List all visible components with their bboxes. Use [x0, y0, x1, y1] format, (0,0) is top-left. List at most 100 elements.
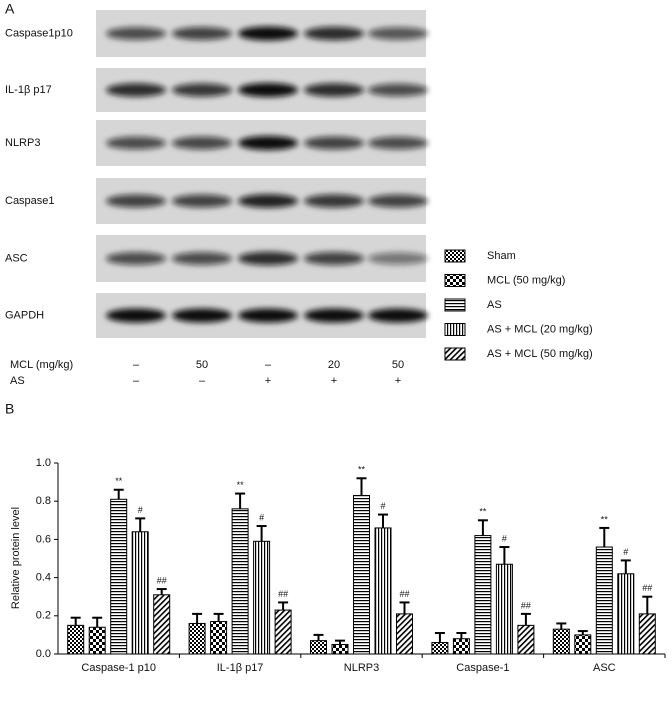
- error-bar: [642, 595, 653, 614]
- error-bar: [499, 546, 510, 565]
- treatment-value: 20: [328, 359, 340, 371]
- bar: [110, 498, 128, 655]
- blot-band: [172, 136, 232, 150]
- significance-label: #: [259, 512, 264, 522]
- error-bar: [434, 631, 445, 643]
- blot-band: [238, 194, 298, 208]
- blot-band: [368, 252, 428, 265]
- blot-band: [238, 83, 298, 97]
- blot-band: [238, 251, 298, 266]
- bar: [452, 638, 470, 655]
- blot-row-label: IL-1β p17: [5, 84, 52, 96]
- blot-band: [106, 308, 166, 323]
- error-bar: [335, 639, 345, 645]
- legend-label: AS + MCL (50 mg/kg): [487, 348, 593, 360]
- blot-bands: [106, 194, 428, 208]
- error-bar: [235, 492, 246, 509]
- error-bar: [92, 616, 103, 628]
- panel-label: B: [5, 401, 14, 417]
- legend-swatch: [444, 249, 466, 263]
- blot-band: [304, 252, 364, 265]
- blot-row-label: ASC: [5, 252, 28, 264]
- blot-bands: [106, 251, 428, 266]
- blot-band: [172, 27, 232, 40]
- blot-band: [172, 308, 232, 323]
- error-bar: [192, 612, 203, 624]
- blot-band: [172, 194, 232, 208]
- legend-label: MCL (50 mg/kg): [487, 274, 565, 286]
- blot-row-label: GAPDH: [5, 309, 44, 321]
- blot-row-label: Caspase1p10: [5, 27, 73, 39]
- bar: [396, 613, 413, 655]
- treatment-value: +: [331, 375, 337, 387]
- bar: [495, 563, 513, 655]
- x-tick-label: NLRP3: [344, 662, 379, 674]
- bar: [210, 621, 228, 655]
- legend-swatch: [444, 347, 466, 361]
- bar: [253, 540, 271, 655]
- error-bar: [70, 616, 81, 626]
- x-tick-label: ASC: [593, 662, 616, 674]
- significance-label: #: [623, 547, 628, 557]
- y-tick-label: 0.6: [36, 533, 51, 545]
- treatment-value: –: [133, 359, 140, 371]
- bar: [67, 624, 85, 655]
- blot-band: [304, 26, 364, 41]
- blot-band: [106, 136, 166, 150]
- bar: [617, 573, 635, 655]
- bar: [274, 609, 292, 655]
- blot-band: [238, 136, 298, 150]
- blot-band: [304, 83, 364, 97]
- legend-swatch: [444, 298, 466, 312]
- significance-label: ##: [278, 589, 288, 599]
- significance-label: ##: [157, 575, 167, 585]
- y-axis-label: Relative protein level: [10, 507, 22, 609]
- error-bar: [577, 630, 588, 635]
- bar: [474, 535, 492, 655]
- significance-label: ##: [642, 583, 652, 593]
- blot-bands: [106, 308, 428, 323]
- panel-label: A: [5, 1, 15, 17]
- legend-label: AS + MCL (20 mg/kg): [487, 323, 593, 335]
- blot-band: [304, 194, 364, 208]
- blot-band: [238, 308, 298, 323]
- bar: [574, 634, 592, 655]
- bar: [638, 613, 656, 655]
- treatment-value: +: [395, 375, 401, 387]
- blot-band: [368, 136, 428, 150]
- x-tick-label: IL-1β p17: [217, 662, 264, 674]
- error-bar: [477, 519, 488, 536]
- bar: [153, 594, 171, 655]
- blot-band: [368, 308, 428, 323]
- significance-label: **: [479, 507, 487, 517]
- blot-band: [368, 83, 428, 97]
- error-bar: [456, 631, 467, 639]
- significance-label: ##: [521, 600, 531, 610]
- error-bar: [256, 525, 267, 542]
- blot-row-label: Caspase1: [5, 195, 55, 207]
- treatment-value: +: [265, 375, 271, 387]
- x-tick-label: Caspase-1 p10: [81, 662, 156, 674]
- bar: [331, 643, 349, 655]
- bar: [88, 626, 106, 655]
- error-bar: [356, 477, 367, 496]
- blot-band: [106, 27, 166, 40]
- y-tick-label: 0.4: [36, 572, 51, 584]
- error-bar: [599, 526, 610, 548]
- error-bar: [520, 612, 531, 626]
- bar: [374, 527, 392, 655]
- blot-band: [106, 252, 166, 265]
- bar: [595, 546, 613, 655]
- y-tick-label: 0.2: [36, 610, 51, 622]
- error-bar: [213, 612, 224, 622]
- blot-band: [172, 252, 232, 265]
- error-bar: [556, 622, 567, 630]
- bar: [517, 624, 535, 655]
- blot-band: [368, 27, 428, 40]
- bar: [231, 508, 249, 655]
- treatment-label: AS: [10, 375, 25, 387]
- error-bar: [113, 488, 124, 500]
- significance-label: **: [601, 514, 609, 524]
- treatment-label: MCL (mg/kg): [10, 359, 73, 371]
- treatment-value: 50: [196, 359, 208, 371]
